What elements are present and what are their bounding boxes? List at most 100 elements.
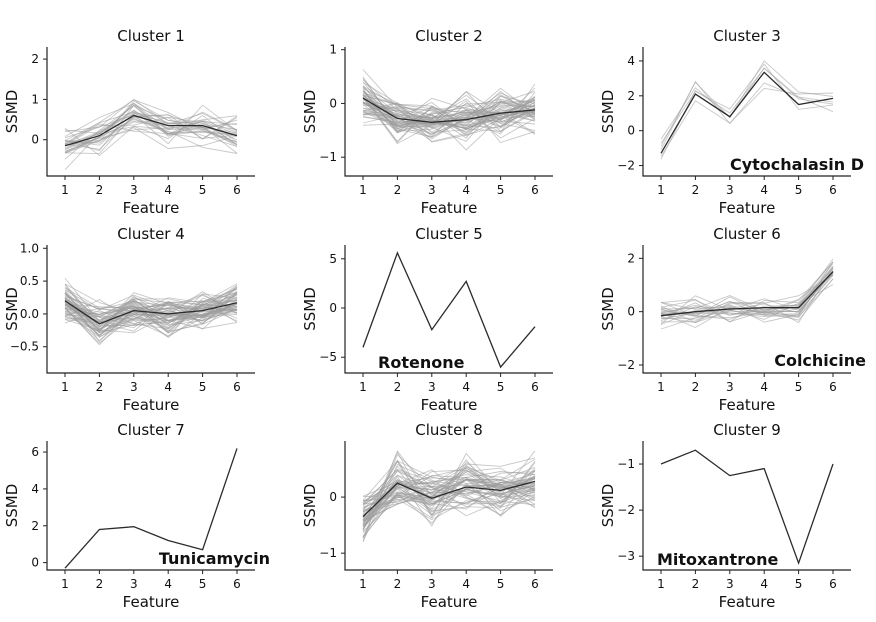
cluster-6-x-tick-label: 1 <box>657 380 665 394</box>
cluster-8-mean-line <box>362 480 536 518</box>
cluster-6-panel: Cluster 6 1 2 3 4 5 6 −2 0 2 Feature SSMD Colchicine <box>599 225 866 414</box>
cluster-1-member-line <box>64 114 238 150</box>
cluster-3-x-label: Feature <box>719 199 776 217</box>
cluster-8-member-line <box>362 464 536 543</box>
cluster-7-annotation: Tunicamycin <box>159 549 270 568</box>
cluster-5-title: Cluster 5 <box>415 225 483 243</box>
cluster-7-x-tick-label: 6 <box>233 577 241 591</box>
cluster-9-x-label: Feature <box>719 593 776 611</box>
cluster-4-y-tick-label: 0.5 <box>20 274 39 288</box>
cluster-4-y-tick-label: −0.5 <box>10 340 39 354</box>
cluster-4-member-line <box>64 294 238 331</box>
cluster-9-annotation: Mitoxantrone <box>657 550 778 569</box>
cluster-3-title: Cluster 3 <box>713 27 781 45</box>
cluster-3-panel: Cluster 3 1 2 3 4 5 6 −2 0 2 4 Feature SSMD Cytochala… <box>599 27 864 217</box>
cluster-6-annotation: Colchicine <box>774 351 866 370</box>
cluster-5-x-tick-label: 2 <box>394 380 402 394</box>
cluster-7-mean-line <box>64 448 238 569</box>
cluster-8-member-line <box>362 481 536 505</box>
cluster-6-member-line <box>660 261 834 323</box>
cluster-4-x-label: Feature <box>123 396 180 414</box>
cluster-3-mean-line <box>660 71 834 154</box>
cluster-2-axes <box>344 47 553 177</box>
cluster-8-member-line <box>362 481 536 509</box>
cluster-6-member-line <box>660 273 834 322</box>
cluster-6-y-label: SSMD <box>599 287 617 331</box>
cluster-6-title: Cluster 6 <box>713 225 781 243</box>
cluster-4-y-tick-label: 0.0 <box>20 307 39 321</box>
cluster-1-x-label: Feature <box>123 199 180 217</box>
cluster-4-member-line <box>64 297 238 338</box>
cluster-3-member-line <box>660 67 834 160</box>
cluster-1-y-tick-label: 1 <box>31 92 39 106</box>
cluster-3-x-tick-label: 4 <box>760 183 768 197</box>
cluster-6-mean-line <box>660 271 834 317</box>
cluster-2-title: Cluster 2 <box>415 27 483 45</box>
cluster-8-member-line <box>362 475 536 512</box>
cluster-4-x-tick-label: 5 <box>199 380 207 394</box>
cluster-6-member-line <box>660 266 834 325</box>
cluster-7-x-tick-label: 4 <box>164 577 172 591</box>
cluster-4-axes <box>46 245 255 374</box>
cluster-1-x-tick-label: 1 <box>61 183 69 197</box>
cluster-2-x-tick-label: 4 <box>462 183 470 197</box>
cluster-2-y-label: SSMD <box>301 90 319 134</box>
cluster-2-mean-line <box>362 97 536 123</box>
cluster-3-x-tick-label: 1 <box>657 183 665 197</box>
cluster-8-x-label: Feature <box>421 593 478 611</box>
cluster-8-axes <box>344 441 553 571</box>
cluster-6-x-tick-label: 3 <box>726 380 734 394</box>
cluster-6-x-tick-label: 4 <box>760 380 768 394</box>
cluster-5-y-tick-label: 0 <box>329 301 337 315</box>
cluster-5-mean-line <box>362 251 536 369</box>
cluster-8-member-line <box>362 460 536 525</box>
cluster-4-member-line <box>64 302 238 330</box>
cluster-4-x-tick-label: 1 <box>61 380 69 394</box>
cluster-8-x-tick-label: 5 <box>497 577 505 591</box>
cluster-8-y-tick-label: 0 <box>329 490 337 504</box>
cluster-9-x-tick-label: 6 <box>829 577 837 591</box>
cluster-5-y-tick-label: −5 <box>319 350 337 364</box>
cluster-3-y-label: SSMD <box>599 90 617 134</box>
cluster-8-member-line <box>362 477 536 532</box>
cluster-5-x-tick-label: 6 <box>531 380 539 394</box>
cluster-9-x-tick-label: 3 <box>726 577 734 591</box>
cluster-5-panel: Cluster 5 1 2 3 4 5 6 −5 0 5 Feature SSMD Rotenone <box>301 225 553 414</box>
cluster-6-x-tick-label: 2 <box>692 380 700 394</box>
cluster-7-x-tick-label: 1 <box>61 577 69 591</box>
cluster-2-member-line <box>362 102 536 143</box>
cluster-7-y-tick-label: 4 <box>31 482 39 496</box>
cluster-8-x-tick-label: 1 <box>359 577 367 591</box>
cluster-1-member-line <box>64 117 238 142</box>
cluster-1-x-tick-label: 3 <box>130 183 138 197</box>
cluster-8-panel: Cluster 8 1 2 3 4 5 6 −1 0 Feature SSMD <box>301 421 553 611</box>
cluster-2-x-tick-label: 2 <box>394 183 402 197</box>
cluster-8-member-line <box>362 460 536 520</box>
cluster-3-annotation: Cytochalasin D <box>730 155 864 174</box>
cluster-2-member-line <box>362 93 536 144</box>
cluster-6-y-tick-label: 0 <box>627 305 635 319</box>
cluster-9-y-tick-label: −1 <box>617 457 635 471</box>
cluster-2-y-tick-label: −1 <box>319 150 337 164</box>
cluster-2-y-tick-label: 1 <box>329 43 337 57</box>
cluster-7-title: Cluster 7 <box>117 421 185 439</box>
cluster-9-mean-line <box>660 449 834 566</box>
cluster-6-member-line <box>660 267 834 324</box>
cluster-7-x-tick-label: 2 <box>96 577 104 591</box>
cluster-8-x-tick-label: 6 <box>531 577 539 591</box>
cluster-7-y-tick-label: 2 <box>31 519 39 533</box>
cluster-3-x-tick-label: 2 <box>692 183 700 197</box>
cluster-4-y-label: SSMD <box>3 287 21 331</box>
cluster-9-title: Cluster 9 <box>713 421 781 439</box>
cluster-1-axes <box>46 47 255 177</box>
cluster-2-x-tick-label: 1 <box>359 183 367 197</box>
cluster-1-member-line <box>64 104 238 154</box>
cluster-2-member-line <box>362 108 536 132</box>
cluster-9-y-tick-label: −2 <box>617 503 635 517</box>
cluster-9-y-tick-label: −3 <box>617 549 635 563</box>
cluster-4-y-tick-label: 1.0 <box>20 241 39 255</box>
cluster-4-x-tick-label: 3 <box>130 380 138 394</box>
cluster-7-axes <box>46 441 255 571</box>
cluster-8-x-tick-label: 4 <box>462 577 470 591</box>
